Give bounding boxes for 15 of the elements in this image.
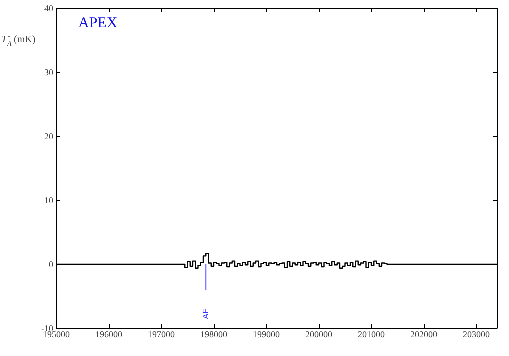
x-tick-label: 203000 — [463, 330, 490, 340]
y-tick-label: 20 — [44, 132, 54, 142]
y-tick-label: 0 — [49, 260, 54, 270]
x-tick-label: 198000 — [200, 330, 228, 340]
x-tick-label: 197000 — [148, 330, 176, 340]
chart-title: APEX — [78, 16, 118, 32]
x-tick-label: 196000 — [96, 330, 123, 340]
x-tick-label: 202000 — [410, 330, 438, 340]
y-tick-label: 30 — [44, 68, 54, 78]
x-tick-label: 201000 — [358, 330, 386, 340]
y-tick-label: 10 — [44, 196, 54, 206]
annotation: AF — [202, 308, 211, 320]
x-tick-label: 200000 — [306, 330, 333, 340]
x-tick-label: 199000 — [253, 330, 280, 340]
y-tick-label: 40 — [44, 4, 54, 14]
